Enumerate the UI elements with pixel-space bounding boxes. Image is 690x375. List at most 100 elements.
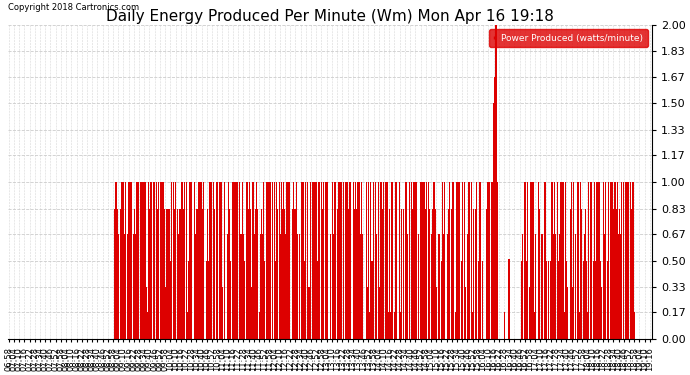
Bar — [255, 209, 256, 339]
Bar — [331, 182, 333, 339]
Bar — [544, 182, 545, 339]
Bar — [522, 234, 524, 339]
Bar — [573, 182, 574, 339]
Bar — [601, 287, 602, 339]
Bar — [220, 182, 221, 339]
Bar — [409, 182, 410, 339]
Bar — [275, 261, 276, 339]
Bar — [524, 182, 525, 339]
Bar — [456, 182, 457, 339]
Bar — [161, 182, 162, 339]
Bar — [322, 209, 323, 339]
Bar — [301, 182, 302, 339]
Bar — [589, 209, 591, 339]
Bar — [526, 261, 527, 339]
Bar — [527, 182, 528, 339]
Bar — [565, 182, 566, 339]
Bar — [599, 182, 600, 339]
Bar — [458, 182, 459, 339]
Bar — [360, 234, 361, 339]
Bar — [611, 182, 612, 339]
Bar — [620, 234, 621, 339]
Bar — [593, 261, 594, 339]
Bar — [411, 182, 412, 339]
Bar — [202, 209, 203, 339]
Bar — [608, 182, 609, 339]
Bar — [178, 234, 179, 339]
Bar — [122, 182, 123, 339]
Bar — [171, 182, 172, 339]
Bar — [225, 209, 226, 339]
Bar — [168, 209, 169, 339]
Bar — [283, 182, 284, 339]
Bar — [397, 182, 398, 339]
Bar — [483, 182, 484, 339]
Bar — [612, 182, 613, 339]
Bar — [246, 182, 247, 339]
Bar — [383, 182, 384, 339]
Bar — [430, 182, 431, 339]
Bar — [175, 182, 176, 339]
Bar — [553, 234, 554, 339]
Bar — [542, 261, 544, 339]
Bar — [216, 182, 217, 339]
Bar — [433, 182, 434, 339]
Bar — [575, 312, 576, 339]
Text: Copyright 2018 Cartronics.com: Copyright 2018 Cartronics.com — [8, 3, 139, 12]
Bar — [259, 312, 260, 339]
Bar — [533, 182, 534, 339]
Bar — [166, 209, 167, 339]
Bar — [564, 312, 565, 339]
Bar — [172, 182, 173, 339]
Bar — [164, 209, 165, 339]
Bar — [235, 182, 236, 339]
Bar — [584, 234, 585, 339]
Bar — [209, 182, 210, 339]
Title: Daily Energy Produced Per Minute (Wm) Mon Apr 16 19:18: Daily Energy Produced Per Minute (Wm) Mo… — [106, 9, 554, 24]
Bar — [552, 182, 553, 339]
Bar — [321, 182, 322, 339]
Bar — [579, 312, 580, 339]
Bar — [370, 182, 371, 339]
Bar — [237, 312, 239, 339]
Bar — [206, 261, 207, 339]
Bar — [252, 209, 253, 339]
Bar — [567, 287, 568, 339]
Bar — [405, 182, 406, 339]
Bar — [294, 209, 295, 339]
Bar — [595, 287, 596, 339]
Bar — [375, 182, 376, 339]
Bar — [486, 209, 487, 339]
Bar — [276, 182, 277, 339]
Bar — [616, 209, 618, 339]
Bar — [313, 182, 314, 339]
Bar — [162, 182, 163, 339]
Bar — [632, 182, 633, 339]
Bar — [296, 182, 297, 339]
Bar — [140, 182, 141, 339]
Bar — [351, 182, 353, 339]
Bar — [537, 182, 538, 339]
Bar — [503, 312, 504, 339]
Bar — [210, 182, 212, 339]
Bar — [304, 182, 306, 339]
Bar — [367, 287, 368, 339]
Bar — [145, 182, 146, 339]
Bar — [232, 182, 233, 339]
Bar — [395, 182, 396, 339]
Bar — [310, 182, 311, 339]
Bar — [442, 182, 443, 339]
Bar — [604, 234, 605, 339]
Bar — [117, 209, 118, 339]
Bar — [208, 261, 209, 339]
Bar — [234, 182, 235, 339]
Bar — [124, 234, 125, 339]
Bar — [293, 182, 294, 339]
Bar — [625, 182, 626, 339]
Bar — [348, 209, 349, 339]
Bar — [621, 182, 622, 339]
Bar — [403, 209, 404, 339]
Bar — [284, 182, 286, 339]
Bar — [551, 182, 552, 339]
Bar — [229, 209, 230, 339]
